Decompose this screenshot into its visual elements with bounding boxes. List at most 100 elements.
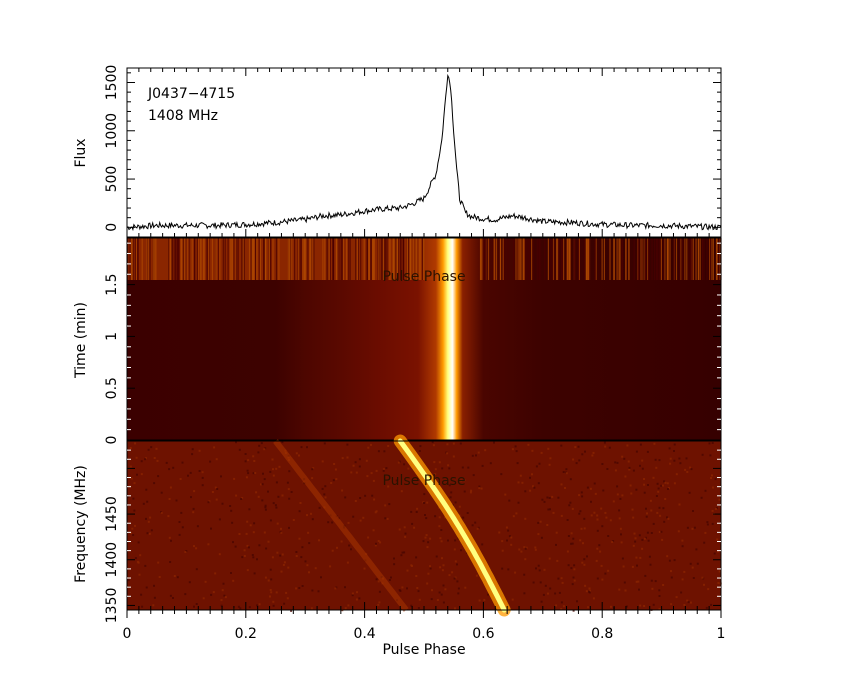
noise-dot — [539, 581, 542, 584]
noise-dot — [130, 531, 132, 534]
noise-dot — [288, 497, 291, 500]
noise-dot — [542, 593, 545, 596]
noise-dot — [477, 451, 480, 454]
noise-dot — [457, 587, 460, 590]
noise-dot — [562, 471, 565, 473]
noise-dot — [654, 580, 657, 583]
noise-dot — [592, 451, 595, 454]
noise-dot — [571, 542, 574, 545]
noise-dot — [415, 556, 418, 559]
noise-dot — [432, 444, 435, 447]
noise-dot — [570, 542, 573, 545]
noise-dot — [198, 470, 201, 472]
noise-dot — [426, 501, 429, 504]
noise-dot — [704, 489, 707, 492]
noise-dot — [212, 591, 215, 594]
noise-dot — [187, 474, 189, 477]
noise-dot — [669, 462, 672, 465]
noise-stripe — [208, 238, 210, 280]
noise-dot — [181, 526, 184, 529]
noise-dot — [130, 477, 133, 480]
noise-stripe — [371, 238, 373, 280]
noise-dot — [629, 484, 632, 487]
noise-stripe — [336, 238, 338, 280]
noise-dot — [535, 567, 537, 570]
noise-stripe — [307, 238, 309, 280]
noise-stripe — [532, 238, 534, 280]
noise-dot — [434, 468, 437, 471]
noise-dot — [252, 455, 255, 458]
noise-dot — [133, 509, 136, 512]
noise-stripe — [621, 238, 623, 280]
noise-stripe — [701, 238, 704, 280]
noise-dot — [256, 604, 259, 607]
noise-stripe — [588, 238, 591, 280]
noise-dot — [429, 567, 432, 570]
noise-dot — [467, 466, 470, 469]
noise-dot — [673, 459, 676, 462]
noise-dot — [540, 536, 543, 539]
noise-dot — [438, 525, 441, 528]
noise-dot — [324, 485, 327, 488]
noise-dot — [213, 446, 216, 449]
noise-dot — [374, 511, 377, 514]
noise-dot — [370, 443, 372, 446]
noise-dot — [578, 512, 581, 515]
noise-dot — [454, 501, 457, 504]
noise-dot — [243, 549, 246, 552]
noise-dot — [673, 559, 676, 562]
noise-dot — [641, 547, 644, 550]
noise-dot — [447, 539, 449, 542]
noise-stripe — [410, 238, 412, 280]
noise-dot — [510, 543, 513, 546]
noise-dot — [602, 489, 605, 492]
noise-dot — [153, 457, 156, 459]
noise-dot — [446, 443, 449, 446]
noise-stripe — [522, 238, 524, 280]
noise-dot — [398, 528, 401, 531]
noise-dot — [520, 550, 523, 553]
noise-dot — [679, 462, 682, 465]
noise-dot — [146, 532, 149, 535]
noise-dot — [611, 541, 614, 543]
noise-stripe — [660, 238, 662, 280]
noise-dot — [464, 586, 467, 589]
noise-dot — [195, 603, 198, 605]
noise-dot — [269, 470, 272, 473]
noise-dot — [132, 534, 135, 536]
noise-stripe — [231, 238, 233, 280]
noise-dot — [533, 486, 536, 489]
noise-stripe — [182, 238, 184, 280]
noise-dot — [456, 563, 458, 566]
noise-dot — [310, 607, 313, 610]
noise-dot — [347, 604, 350, 607]
noise-dot — [716, 538, 719, 541]
noise-dot — [434, 473, 437, 476]
noise-dot — [594, 492, 597, 495]
noise-dot — [662, 584, 665, 586]
noise-dot — [645, 515, 648, 518]
noise-dot — [400, 490, 403, 493]
noise-dot — [581, 561, 584, 564]
noise-dot — [283, 602, 286, 605]
noise-stripe — [154, 238, 156, 280]
noise-dot — [718, 570, 721, 573]
noise-dot — [524, 547, 527, 550]
noise-dot — [543, 568, 546, 571]
noise-stripe — [356, 238, 358, 280]
noise-stripe — [595, 238, 597, 280]
noise-dot — [593, 511, 596, 514]
freq-ytick-label: 1400 — [104, 542, 120, 578]
noise-dot — [377, 603, 380, 606]
noise-stripe — [224, 238, 226, 280]
noise-dot — [272, 604, 275, 607]
noise-dot — [560, 577, 563, 580]
noise-dot — [708, 442, 711, 445]
noise-stripe — [309, 238, 312, 280]
noise-dot — [641, 467, 644, 470]
noise-dot — [478, 485, 481, 488]
noise-dot — [529, 476, 531, 479]
noise-dot — [301, 585, 304, 587]
noise-dot — [657, 490, 660, 493]
noise-dot — [429, 565, 431, 568]
